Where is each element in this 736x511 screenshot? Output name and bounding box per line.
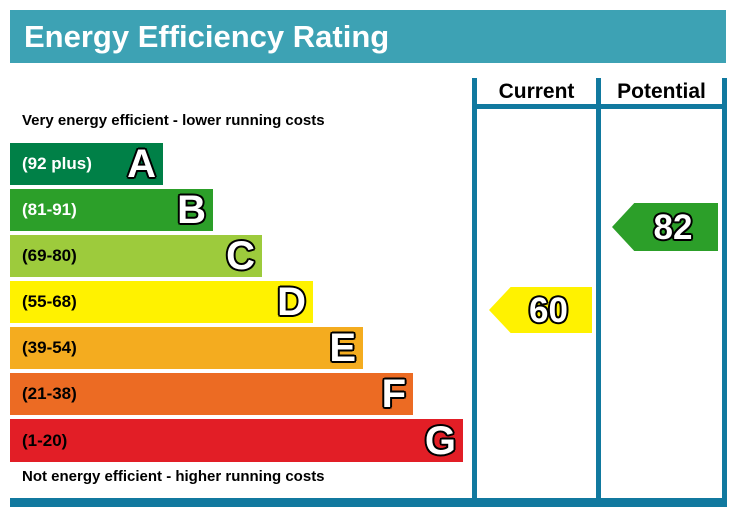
band-b-letter: B bbox=[177, 188, 206, 232]
header-underline bbox=[472, 104, 727, 109]
potential-rating-arrow: 82 bbox=[612, 203, 718, 251]
column-border-right bbox=[722, 78, 727, 498]
current-column-header: Current bbox=[498, 80, 575, 103]
band-b: (81-91) B bbox=[10, 189, 213, 231]
column-border-middle bbox=[596, 78, 601, 498]
top-caption: Very energy efficient - lower running co… bbox=[22, 112, 325, 129]
band-c-letter: C bbox=[226, 234, 255, 278]
band-d-letter: D bbox=[277, 280, 306, 324]
potential-column-header: Potential bbox=[617, 80, 706, 103]
band-a-letter: A bbox=[127, 142, 156, 186]
bottom-border-bar bbox=[10, 498, 727, 507]
band-d: (55-68) D bbox=[10, 281, 313, 323]
band-g: (1-20) G bbox=[10, 419, 463, 462]
band-c-range: (69-80) bbox=[22, 246, 77, 265]
band-a: (92 plus) A bbox=[10, 143, 163, 185]
current-rating-value: 60 bbox=[529, 290, 568, 330]
bottom-caption: Not energy efficient - higher running co… bbox=[22, 468, 325, 485]
title-bar: Energy Efficiency Rating bbox=[10, 10, 726, 63]
band-g-range: (1-20) bbox=[22, 430, 68, 450]
current-rating-arrow: 60 bbox=[489, 287, 592, 333]
band-c: (69-80) C bbox=[10, 235, 262, 277]
band-g-letter: G bbox=[424, 418, 456, 463]
band-e-letter: E bbox=[329, 326, 356, 370]
band-e: (39-54) E bbox=[10, 327, 363, 369]
band-d-range: (55-68) bbox=[22, 292, 77, 311]
band-a-range: (92 plus) bbox=[22, 154, 92, 173]
potential-rating-value: 82 bbox=[653, 207, 693, 247]
page-title: Energy Efficiency Rating bbox=[24, 18, 390, 54]
band-f-range: (21-38) bbox=[22, 384, 77, 403]
band-f: (21-38) F bbox=[10, 373, 413, 415]
band-e-range: (39-54) bbox=[22, 338, 77, 357]
band-f-letter: F bbox=[381, 372, 406, 416]
band-b-range: (81-91) bbox=[22, 200, 77, 219]
column-border-left bbox=[472, 78, 477, 498]
